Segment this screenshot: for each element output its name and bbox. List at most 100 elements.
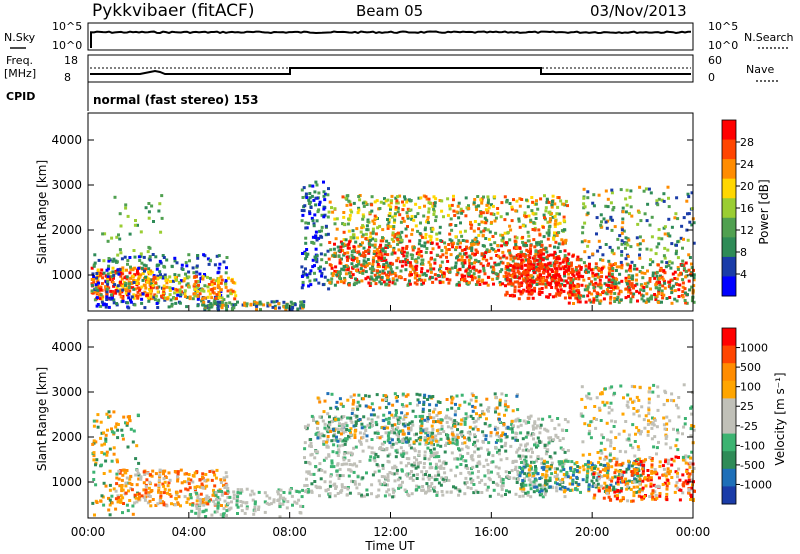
- range-cell: [393, 214, 397, 218]
- range-cell: [432, 209, 436, 213]
- range-cell: [299, 504, 303, 508]
- range-cell: [405, 245, 409, 248]
- range-cell: [94, 283, 98, 287]
- range-cell: [193, 282, 197, 286]
- range-cell: [539, 248, 543, 252]
- range-cell: [372, 256, 376, 260]
- range-cell: [378, 252, 382, 256]
- range-cell: [531, 228, 535, 231]
- range-cell: [219, 288, 223, 292]
- range-cell: [341, 422, 345, 426]
- range-cell: [454, 264, 458, 268]
- range-cell: [206, 257, 210, 261]
- range-cell: [144, 264, 148, 268]
- range-cell: [524, 435, 528, 439]
- range-cell: [117, 498, 121, 502]
- range-cell: [602, 297, 606, 301]
- range-cell: [307, 221, 310, 225]
- range-cell: [330, 206, 333, 210]
- range-cell: [546, 269, 550, 273]
- range-cell: [346, 398, 350, 402]
- cpid-label: CPID: [6, 90, 35, 103]
- range-cell: [557, 278, 561, 281]
- range-cell: [304, 426, 307, 429]
- range-cell: [390, 270, 394, 274]
- range-cell: [426, 240, 430, 244]
- range-cell: [390, 423, 394, 427]
- range-cell: [465, 206, 469, 210]
- range-cell: [413, 433, 417, 437]
- range-cell: [477, 275, 481, 279]
- range-cell: [392, 415, 396, 419]
- range-cell: [193, 287, 197, 291]
- range-cell: [535, 283, 539, 286]
- range-cell: [107, 496, 110, 500]
- range-cell: [410, 232, 414, 236]
- range-cell: [606, 197, 610, 201]
- range-cell: [317, 266, 321, 270]
- range-cell: [438, 231, 442, 235]
- range-cell: [333, 207, 337, 211]
- range-cell: [532, 427, 535, 431]
- range-cell: [517, 219, 521, 223]
- range-cell: [368, 458, 372, 462]
- range-cell: [226, 495, 230, 499]
- range-cell: [185, 283, 189, 287]
- range-cell: [495, 254, 499, 257]
- range-cell: [364, 232, 368, 236]
- range-cell: [205, 484, 209, 488]
- range-cell: [378, 250, 382, 254]
- range-cell: [481, 257, 485, 261]
- range-cell: [562, 202, 566, 206]
- range-cell: [159, 230, 163, 234]
- range-cell: [379, 446, 383, 450]
- range-cell: [587, 255, 591, 259]
- range-cell: [588, 262, 591, 266]
- colorbar-tick-label: 28: [740, 136, 754, 149]
- range-cell: [145, 478, 149, 482]
- range-cell: [126, 415, 130, 419]
- range-cell: [224, 301, 228, 305]
- range-cell: [127, 489, 130, 493]
- range-cell: [304, 241, 308, 245]
- range-cell: [103, 442, 106, 446]
- range-cell: [629, 269, 633, 273]
- range-cell: [388, 471, 392, 474]
- range-cell: [443, 450, 447, 454]
- range-cell: [636, 222, 640, 226]
- range-cell: [598, 282, 602, 286]
- range-cell: [415, 282, 419, 286]
- range-cell: [651, 274, 655, 278]
- range-cell: [378, 280, 382, 284]
- range-cell: [144, 275, 148, 279]
- range-cell: [228, 301, 232, 305]
- range-cell: [686, 293, 689, 297]
- range-cell: [627, 294, 630, 298]
- range-cell: [314, 180, 318, 184]
- range-cell: [537, 417, 541, 421]
- range-cell: [152, 295, 156, 299]
- range-cell: [162, 286, 166, 290]
- range-cell: [263, 500, 267, 504]
- range-cell: [347, 217, 350, 221]
- range-cell: [580, 240, 584, 244]
- range-cell: [471, 465, 475, 469]
- range-cell: [194, 511, 198, 515]
- range-cell: [538, 242, 542, 246]
- range-cell: [345, 437, 349, 441]
- range-cell: [463, 259, 467, 262]
- range-cell: [582, 294, 586, 298]
- range-cell: [511, 461, 515, 464]
- range-cell: [124, 283, 127, 287]
- range-cell: [424, 442, 428, 446]
- range-cell: [282, 491, 286, 494]
- range-cell: [676, 268, 680, 271]
- range-cell: [192, 271, 196, 275]
- range-cell: [432, 443, 435, 447]
- range-cell: [429, 257, 433, 261]
- range-cell: [386, 454, 390, 458]
- range-cell: [219, 303, 223, 307]
- range-cell: [110, 494, 114, 498]
- range-cell: [357, 492, 361, 496]
- range-cell: [300, 275, 304, 278]
